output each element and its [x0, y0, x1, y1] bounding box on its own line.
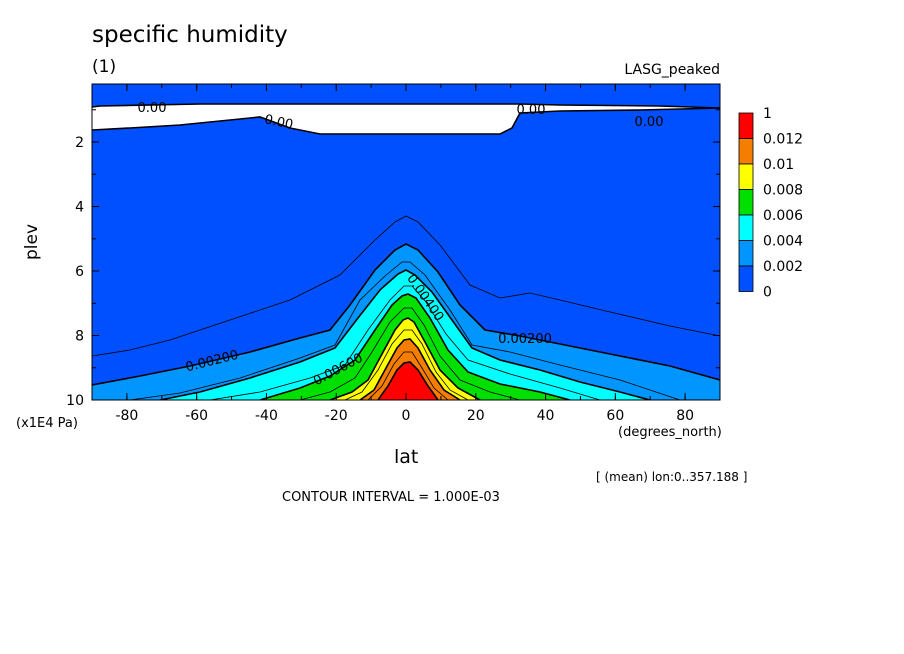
y-tick-label: 8	[75, 329, 84, 345]
contour-label: 0.00	[635, 115, 664, 130]
contour-line-0001	[92, 215, 720, 357]
colorbar-swatch	[738, 163, 754, 190]
contour-label: 0.00	[138, 101, 167, 116]
colorbar-swatch	[738, 138, 754, 165]
colorbar-swatch	[738, 214, 754, 241]
x-tick-label: -40	[255, 408, 278, 424]
contour-lines	[92, 103, 720, 400]
y-tick-label: 6	[75, 264, 84, 280]
contour-line-0005	[209, 285, 601, 400]
colorbar-swatch	[738, 189, 754, 216]
colorbar-swatch	[738, 265, 754, 292]
contour-interval-note: CONTOUR INTERVAL = 1.000E-03	[282, 490, 500, 505]
contour-line-0003	[129, 261, 681, 400]
fill-region-top-cap	[92, 84, 720, 108]
contour-line-0004	[159, 269, 651, 400]
x-tick-label: 0	[402, 408, 411, 424]
contour-line-0002	[92, 243, 720, 386]
x-tick-label: 60	[606, 408, 624, 424]
x-axis-label: lat	[394, 446, 419, 468]
contour-line-0006	[259, 293, 571, 400]
run-label: LASG_peaked	[624, 62, 720, 78]
colorbar-label: 1	[763, 106, 772, 122]
colorbar: 1 0.012 0.01 0.008 0.006 0.004 0.002 0	[738, 106, 803, 301]
x-axis-units: (degrees_north)	[618, 425, 722, 440]
y-tick-label: 10	[66, 393, 84, 409]
colorbar-label: 0.006	[763, 208, 803, 224]
contour-label: 0.00200	[498, 332, 552, 347]
contour-line-zero-upper	[92, 103, 720, 109]
colorbar-swatch	[738, 240, 754, 267]
contour-line-0011	[367, 351, 449, 400]
chart-title: specific humidity	[92, 22, 288, 48]
contour-label: 0.00	[517, 103, 546, 118]
contour-label: 0.00	[263, 112, 294, 133]
colorbar-label: 0.01	[763, 157, 794, 173]
contour-line-zero-lower	[92, 107, 720, 135]
fill-region-0012	[378, 362, 438, 400]
axes: -80 -60 -40 -20 0 20 40 60 80 2 4 6 8 10	[66, 84, 721, 424]
colorbar-swatch	[738, 112, 754, 139]
colorbar-label: 0.008	[763, 183, 803, 199]
colorbar-label: 0	[763, 285, 772, 301]
colorbar-label: 0.012	[763, 132, 803, 148]
contour-line-0012	[377, 361, 439, 400]
chart-subtitle: (1)	[92, 57, 117, 77]
x-tick-label: 40	[537, 408, 555, 424]
x-tick-label: -60	[185, 408, 208, 424]
x-tick-label: -20	[325, 408, 348, 424]
x-tick-label: -80	[115, 408, 138, 424]
contour-fills	[92, 84, 720, 400]
x-tick-label: 80	[676, 408, 694, 424]
mean-note: [ (mean) lon:0..357.188 ]	[596, 470, 748, 484]
contour-line-0010	[359, 338, 461, 400]
y-axis-units: (x1E4 Pa)	[16, 416, 78, 431]
x-tick-label: 20	[467, 408, 485, 424]
y-tick-label: 4	[75, 200, 84, 216]
colorbar-label: 0.002	[763, 259, 803, 275]
contour-line-0008	[329, 317, 481, 400]
contour-line-0009	[344, 329, 469, 400]
y-tick-label: 2	[75, 135, 84, 151]
contour-line-0007	[299, 307, 521, 400]
colorbar-label: 0.004	[763, 234, 803, 250]
